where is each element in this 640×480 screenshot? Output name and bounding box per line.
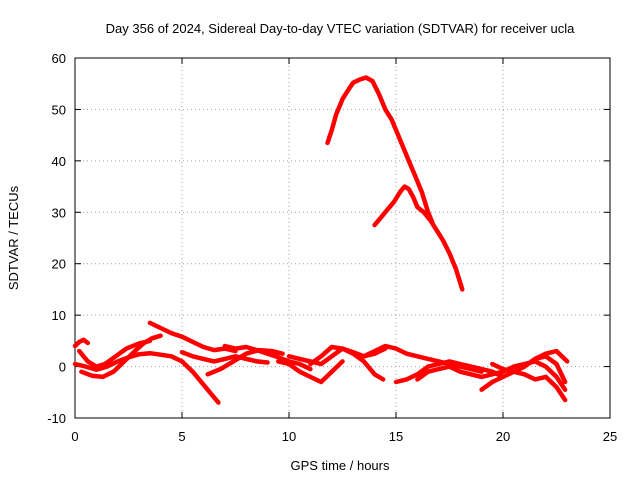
y-tick-label: -10: [47, 411, 66, 426]
y-tick-label: 50: [52, 102, 66, 117]
series-line-arc-1: [72, 337, 91, 349]
series-line-arc-6: [179, 349, 270, 365]
x-tick-label: 20: [496, 429, 510, 444]
series-line-arc-13: [372, 184, 465, 292]
series-line-arc-10: [286, 346, 386, 382]
series-line-arc-12: [325, 75, 435, 225]
series-line-arc-9: [276, 359, 345, 385]
chart-title: Day 356 of 2024, Sidereal Day-to-day VTE…: [106, 21, 575, 36]
y-tick-label: 30: [52, 205, 66, 220]
y-tick-label: 20: [52, 257, 66, 272]
series-group: [72, 75, 570, 405]
plot-frame: [74, 57, 611, 419]
series-line-arc-4: [77, 338, 153, 369]
series-line-arc-19: [511, 354, 568, 385]
y-axis-label: SDTVAR / TECUs: [6, 185, 21, 290]
y-tick-label: 10: [52, 308, 66, 323]
x-tick-label: 15: [389, 429, 403, 444]
x-axis-label: GPS time / hours: [291, 458, 390, 473]
series-line-arc-7: [205, 347, 285, 377]
x-tick-label: 10: [282, 429, 296, 444]
y-tick-label: 60: [52, 51, 66, 66]
series-line-arc-14: [361, 343, 484, 374]
x-axis-ticks: 0 5 10 15 20 25: [71, 58, 617, 444]
series-line-arc-2: [72, 350, 221, 405]
series-line-arc-8: [222, 343, 313, 372]
y-tick-label: 40: [52, 154, 66, 169]
series-line-arc-18: [490, 361, 568, 403]
series-line-arc-5: [147, 320, 238, 354]
series-line-arc-15: [393, 359, 506, 385]
x-tick-label: 0: [71, 429, 78, 444]
series-line-arc-20: [522, 359, 568, 392]
y-axis-ticks: -10 0 10 20 30 40 50 60: [47, 51, 610, 426]
x-tick-label: 25: [603, 429, 617, 444]
y-tick-label: 0: [59, 360, 66, 375]
x-tick-label: 5: [178, 429, 185, 444]
